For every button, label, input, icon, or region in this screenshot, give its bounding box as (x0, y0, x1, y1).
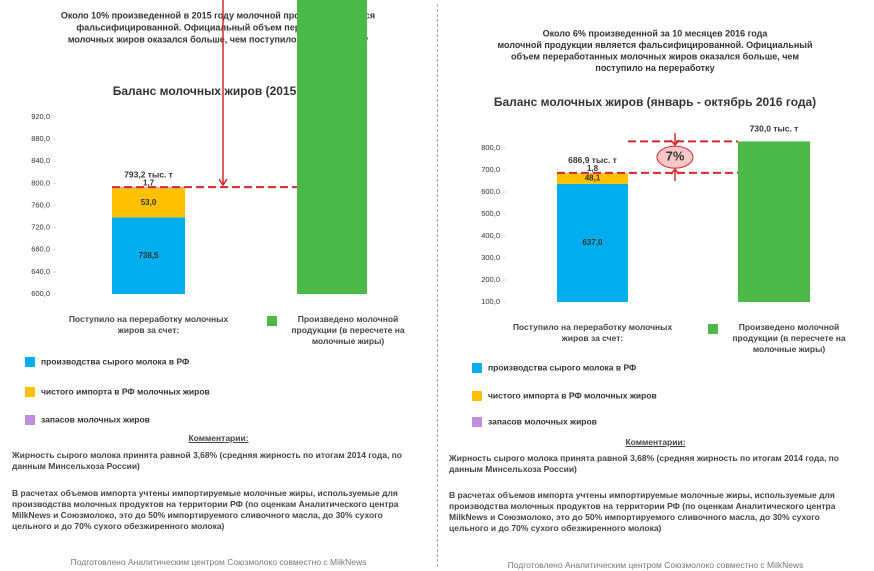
chart: Около 10% произведенной в 2015 году моло… (25, 0, 375, 425)
gap-label: 7% (666, 149, 685, 164)
headline: объем переработанных молочных жиров оказ… (511, 51, 799, 61)
bar-segment (557, 173, 628, 184)
headline: фальсифицированной. Официальный объем пе… (76, 22, 359, 32)
chart-title: Баланс молочных жиров (2015 год) (113, 84, 323, 98)
y-tick-label: 640,0 (31, 267, 50, 276)
bar-segment (738, 141, 810, 302)
category-label: Произведено молочной продукции (в пересч… (732, 322, 846, 354)
bar-segment (557, 183, 628, 302)
legend-label: производства сырого молока в РФ (488, 362, 636, 372)
legend-swatch (472, 391, 482, 401)
y-tick-label: 800,0 (481, 143, 500, 152)
y-tick-label: 840,0 (31, 156, 50, 165)
comments-heading: Комментарии: (625, 437, 686, 447)
value-label: 637,0 (582, 238, 603, 247)
y-tick-label: 720,0 (31, 223, 50, 232)
y-tick-label: 300,0 (481, 253, 500, 262)
y-tick-label: 200,0 (481, 275, 500, 284)
y-tick-label: 760,0 (31, 200, 50, 209)
arrow-head (670, 133, 680, 182)
y-tick-label: 600,0 (31, 289, 50, 298)
panel: Около 6% произведенной за 10 месяцев 201… (437, 0, 874, 571)
panel: Около 10% произведенной в 2015 году моло… (12, 0, 405, 567)
y-tick-label: 800,0 (31, 178, 50, 187)
footer: Подготовлено Аналитическим центром Союзм… (507, 560, 804, 570)
legend-swatch (25, 387, 35, 397)
legend-label: чистого импорта в РФ молочных жиров (488, 390, 657, 400)
y-tick-label: 400,0 (481, 231, 500, 240)
category-label: Поступило на переработку молочных жиров … (512, 322, 673, 343)
chart-title: Баланс молочных жиров (январь - октябрь … (494, 95, 816, 109)
comments-heading: Комментарии: (188, 433, 249, 443)
legend-swatch (472, 363, 482, 373)
legend-swatch (472, 417, 482, 427)
comment: Жирность сырого молока принята равной 3,… (449, 453, 839, 474)
total-label: 793,2 тыс. т (124, 169, 173, 179)
legend-swatch (708, 324, 718, 334)
value-label: 48,1 (585, 174, 601, 183)
comment: В расчетах объемов импорта учтены импорт… (12, 488, 399, 531)
legend-swatch (25, 357, 35, 367)
legend-swatch (25, 415, 35, 425)
comment: Жирность сырого молока принята равной 3,… (12, 450, 402, 471)
footer: Подготовлено Аналитическим центром Союзм… (70, 557, 367, 567)
y-tick-label: 680,0 (31, 245, 50, 254)
value-label: 738,5 (138, 251, 159, 260)
y-tick-label: 700,0 (481, 165, 500, 174)
legend-swatch (267, 316, 277, 326)
category-label: Произведено молочной продукции (в пересч… (291, 314, 405, 346)
category-label: Поступило на переработку молочных жиров … (68, 314, 229, 335)
divider (437, 4, 438, 567)
bar-segment (112, 188, 185, 218)
total-label: 730,0 тыс. т (750, 124, 799, 134)
headline: молочной продукции является фальсифициро… (497, 40, 812, 50)
value-label: 53,0 (141, 198, 157, 207)
y-tick-label: 600,0 (481, 187, 500, 196)
y-tick-label: 100,0 (481, 297, 500, 306)
headline: молочных жиров оказался больше, чем пост… (68, 34, 368, 44)
bar-segment (112, 217, 185, 294)
headline: Около 6% произведенной за 10 месяцев 201… (543, 28, 769, 38)
y-tick-label: 920,0 (31, 112, 50, 121)
headline: поступило на переработку (595, 63, 714, 73)
chart: Около 6% произведенной за 10 месяцев 201… (472, 28, 816, 427)
legend-label: запасов молочных жиров (41, 414, 150, 424)
bar-segment (297, 0, 367, 295)
arrow-head (218, 178, 228, 187)
value-label: 1,7 (143, 179, 155, 188)
legend-label: чистого импорта в РФ молочных жиров (41, 386, 210, 396)
y-tick-label: 880,0 (31, 134, 50, 143)
legend-label: запасов молочных жиров (488, 416, 597, 426)
legend-label: производства сырого молока в РФ (41, 356, 189, 366)
y-tick-label: 500,0 (481, 209, 500, 218)
value-label: 1,8 (587, 164, 599, 173)
total-label: 686,9 тыс. т (568, 155, 617, 165)
comment: В расчетах объемов импорта учтены импорт… (449, 490, 836, 533)
headline: Около 10% произведенной в 2015 году моло… (61, 10, 375, 20)
